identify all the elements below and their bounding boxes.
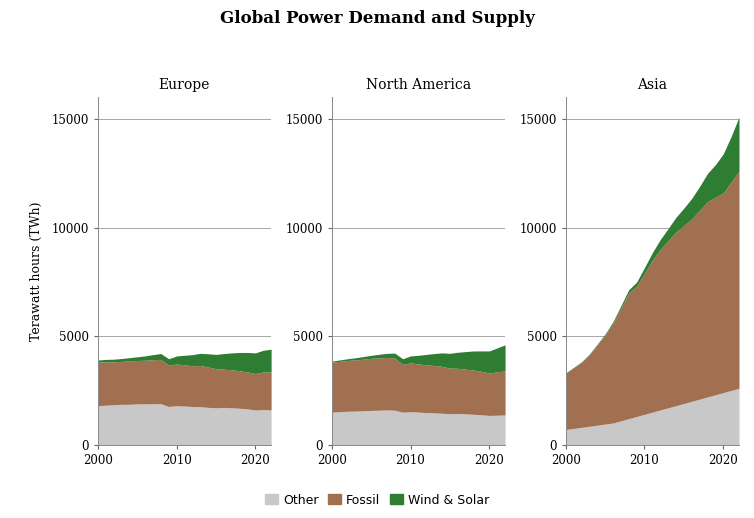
Title: North America: North America (366, 78, 471, 92)
Legend: Other, Fossil, Wind & Solar: Other, Fossil, Wind & Solar (260, 489, 494, 512)
Title: Europe: Europe (159, 78, 210, 92)
Title: Asia: Asia (637, 78, 667, 92)
Y-axis label: Terawatt hours (TWh): Terawatt hours (TWh) (30, 202, 43, 341)
Text: Global Power Demand and Supply: Global Power Demand and Supply (219, 10, 535, 27)
